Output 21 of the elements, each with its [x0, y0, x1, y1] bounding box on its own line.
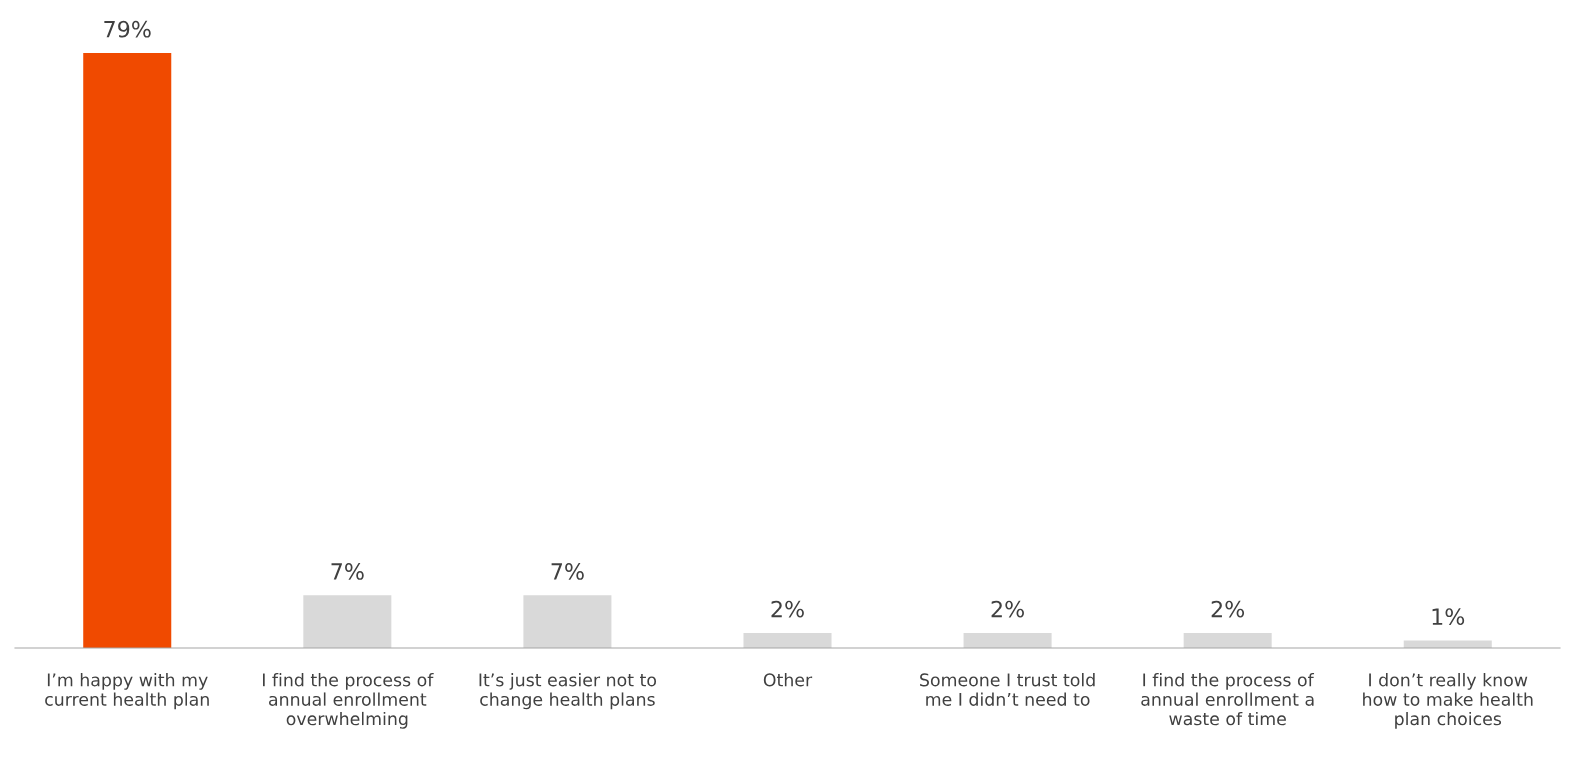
data-label: 1%	[1432, 608, 1465, 626]
data-label: 79%	[104, 20, 151, 38]
data-label: 7%	[551, 563, 584, 580]
bar	[303, 595, 392, 648]
data-label: 2%	[771, 600, 804, 618]
x-tick-label: Someone I trust told me I didn’t need to	[920, 673, 1095, 706]
bar	[743, 632, 832, 648]
bar	[1183, 632, 1272, 648]
x-tick-label: I find the process of annual enrollment overwhelming	[262, 673, 434, 729]
bar	[83, 53, 172, 648]
bar	[963, 632, 1052, 648]
x-tick-label: I find the process of annual enrollment a waste of time	[1141, 673, 1315, 726]
bar	[1403, 640, 1492, 648]
bar	[523, 595, 612, 648]
x-tick-label: I don’t really know how to make health plan choices	[1363, 673, 1533, 729]
x-tick-label: Other	[763, 673, 813, 687]
x-tick-label: I’m happy with my current health plan	[45, 673, 209, 710]
data-label: 2%	[1211, 600, 1245, 618]
data-label: 2%	[991, 600, 1024, 618]
x-tick-label: It’s just easier not to change health plans	[479, 673, 657, 710]
data-label: 7%	[331, 563, 364, 580]
